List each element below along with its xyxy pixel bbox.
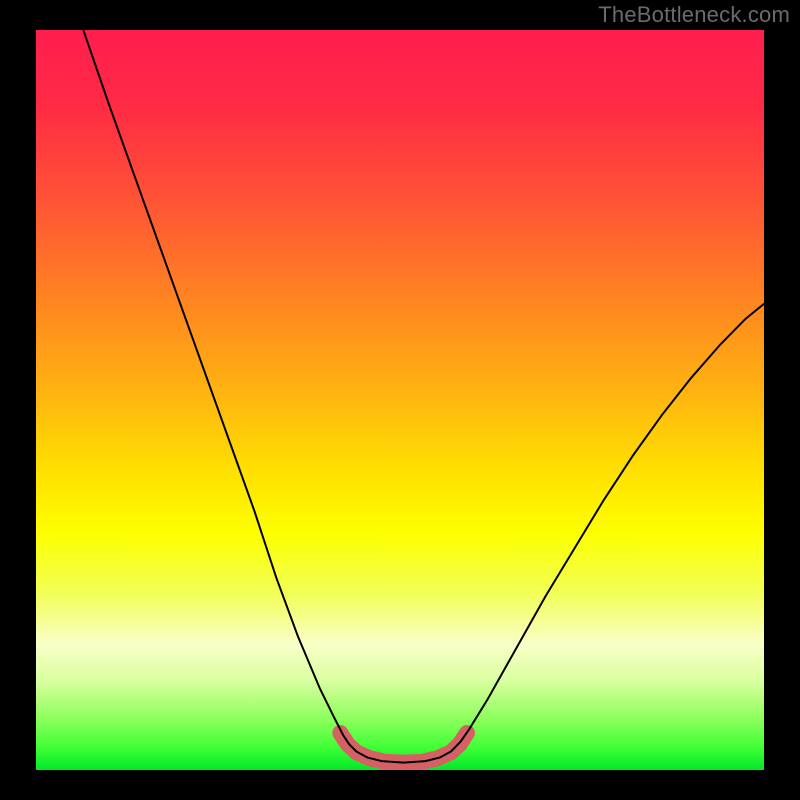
watermark: TheBottleneck.com <box>598 2 790 28</box>
optimal-marker <box>340 733 467 763</box>
chart-area <box>36 30 764 770</box>
curve-overlay <box>36 30 764 770</box>
bottleneck-curve <box>83 30 764 763</box>
